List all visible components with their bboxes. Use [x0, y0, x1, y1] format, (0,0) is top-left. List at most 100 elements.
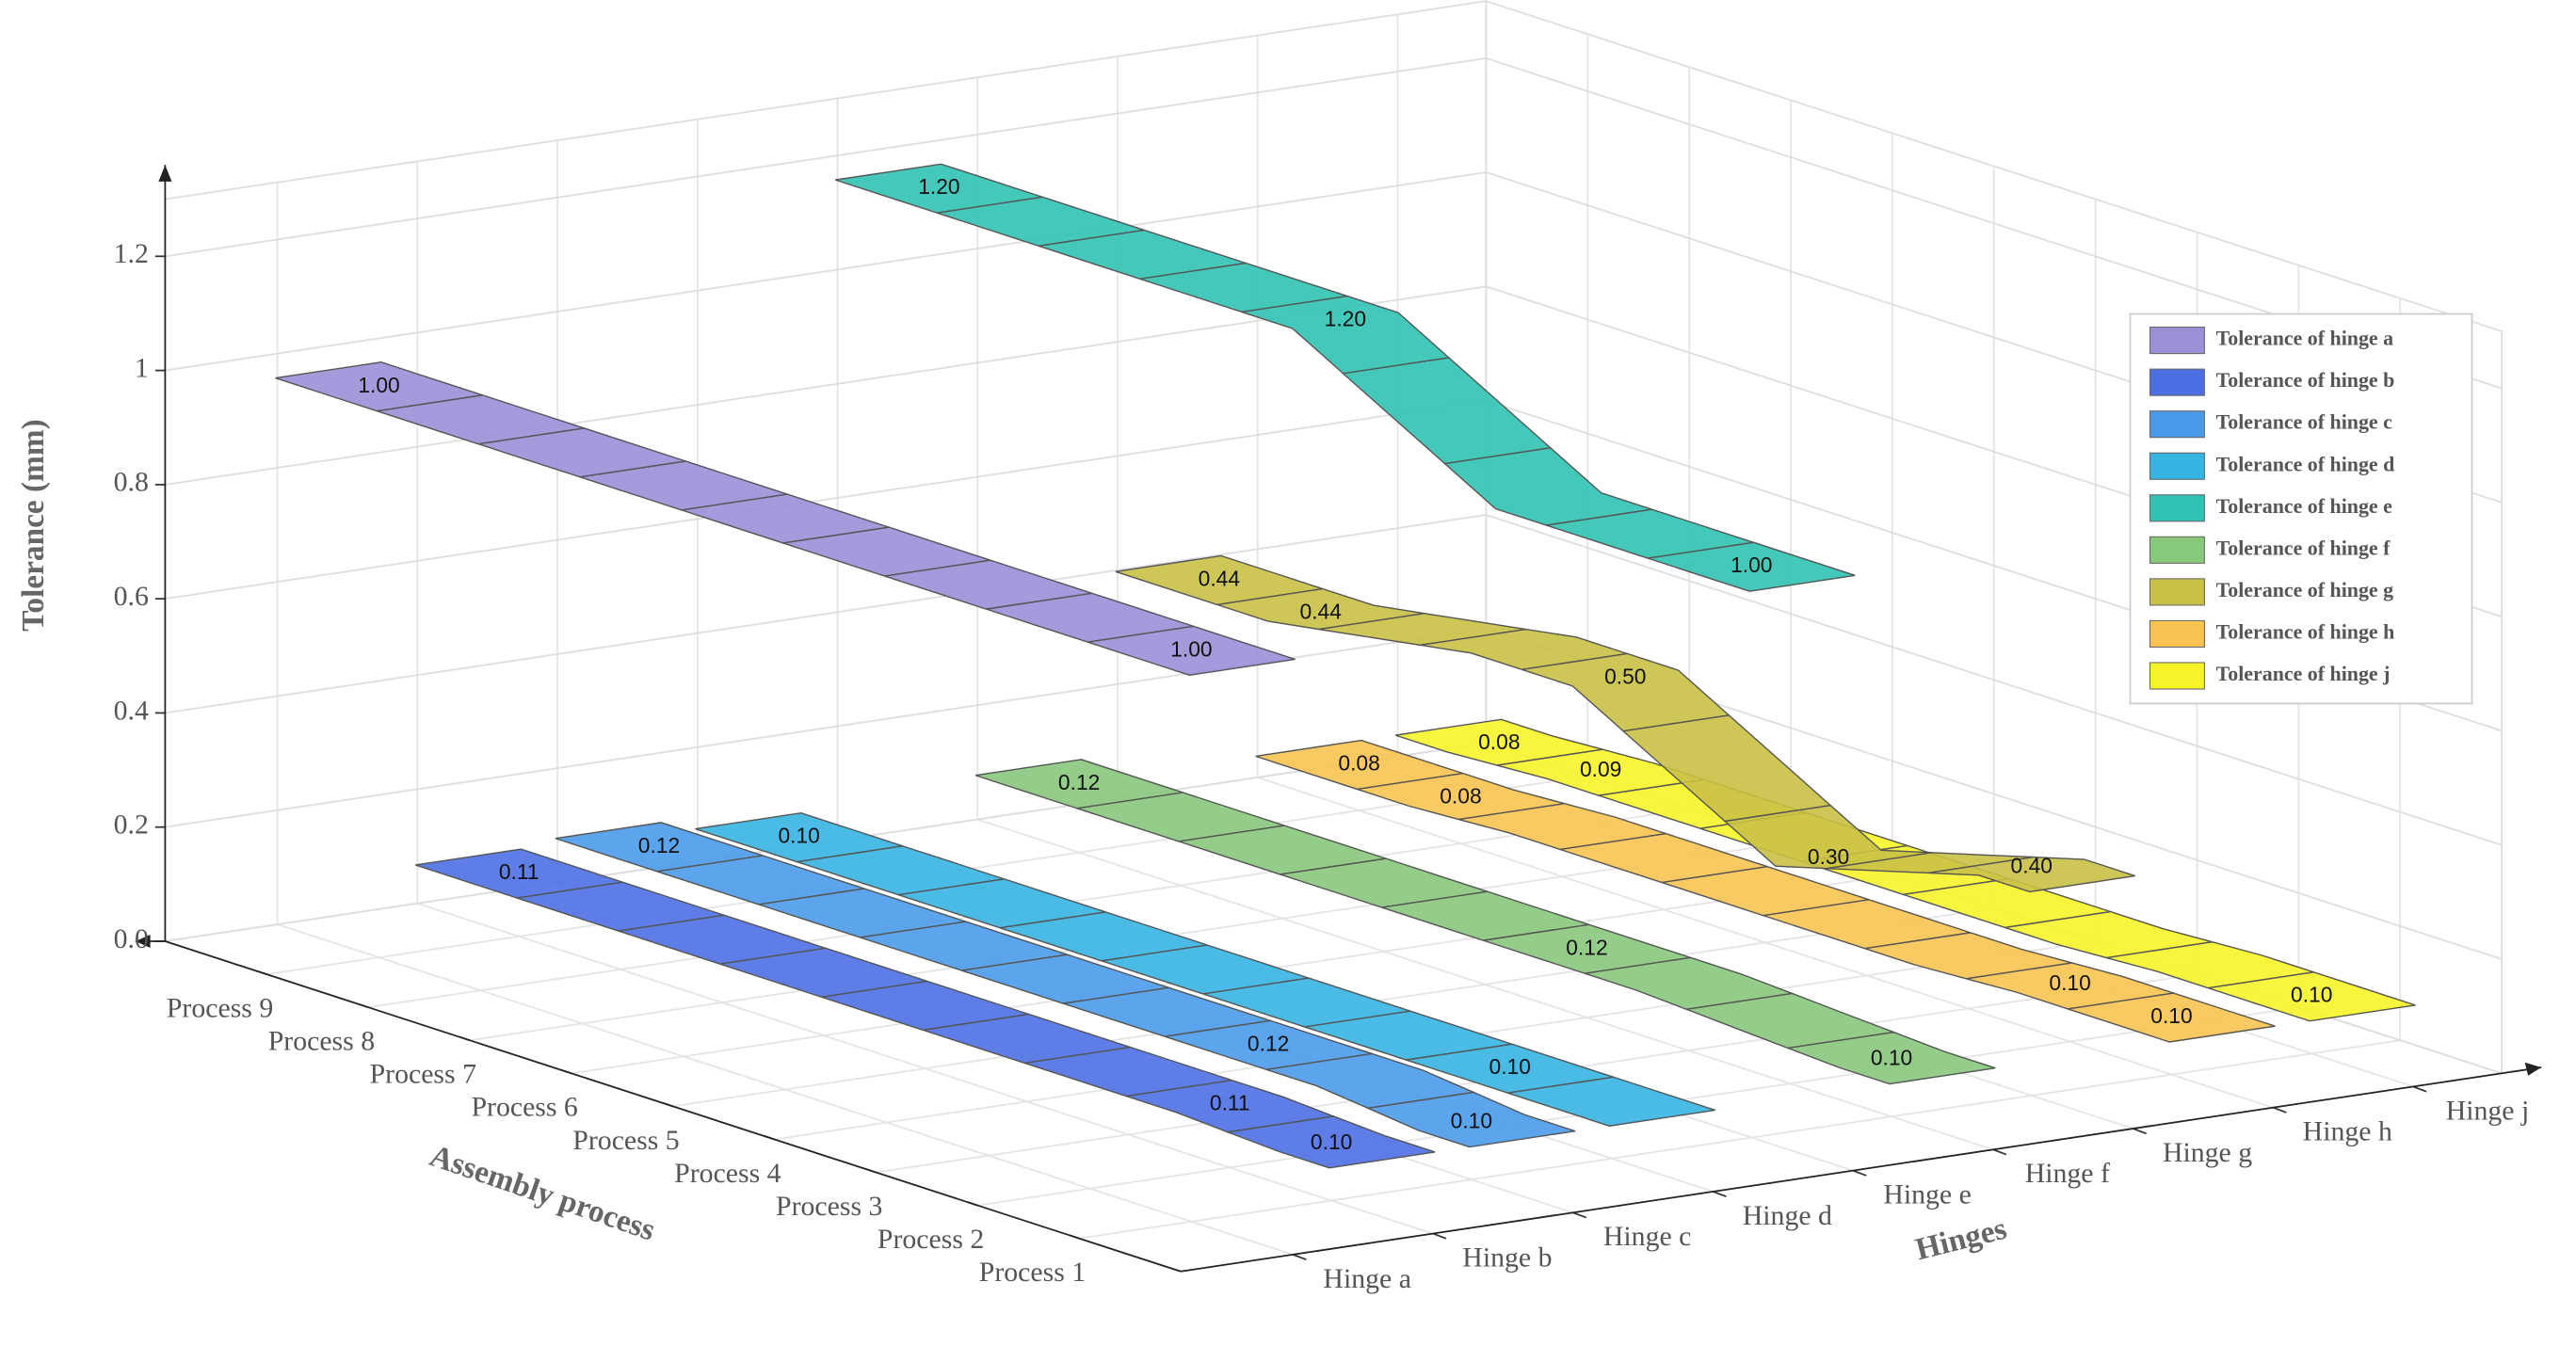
legend-swatch	[2149, 619, 2205, 648]
value-label: 0.44	[1199, 567, 1241, 591]
y-tick-label: 0.0	[114, 923, 149, 954]
legend-label: Tolerance of hinge b	[2216, 368, 2395, 392]
legend-label: Tolerance of hinge f	[2216, 536, 2391, 559]
legend-swatch	[2149, 662, 2205, 690]
legend-label: Tolerance of hinge e	[2216, 494, 2392, 518]
z-tick	[1432, 1232, 1447, 1240]
value-label: 0.08	[1478, 729, 1520, 754]
value-label: 0.11	[1210, 1091, 1250, 1115]
x-tick-label: Process 8	[268, 1026, 375, 1057]
z-tick	[2133, 1128, 2147, 1135]
y-tick-label: 1.2	[114, 238, 149, 269]
ribbon-cell	[1785, 1031, 1996, 1085]
x-tick-label: Process 6	[471, 1092, 577, 1123]
z-axis-arrow	[2524, 1062, 2542, 1076]
value-label: 0.12	[638, 833, 680, 857]
legend-label: Tolerance of hinge a	[2216, 327, 2393, 350]
legend-swatch	[2149, 368, 2205, 396]
value-label: 0.44	[1300, 600, 1343, 624]
value-label: 0.12	[1058, 770, 1100, 794]
x-tick-label: Process 1	[979, 1257, 1086, 1288]
ribbon-cell	[1507, 1076, 1715, 1127]
legend: Tolerance of hinge a Tolerance of hinge b…	[2129, 312, 2473, 705]
y-tick-label: 0.6	[114, 581, 149, 612]
z-tick	[2273, 1106, 2287, 1114]
grid-line	[165, 514, 2503, 846]
ribbon-cell	[2208, 971, 2416, 1022]
z-tick-label: Hinge e	[1883, 1179, 1972, 1210]
value-label: 1.00	[358, 373, 399, 397]
value-label: 0.11	[499, 859, 539, 884]
z-tick-label: Hinge g	[2163, 1137, 2252, 1168]
legend-label: Tolerance of hinge d	[2216, 452, 2395, 475]
value-label: 0.30	[1808, 844, 1849, 869]
z-tick-label: Hinge a	[1323, 1263, 1410, 1294]
z-tick-label: Hinge j	[2446, 1095, 2530, 1126]
z-tick	[2412, 1085, 2427, 1093]
value-label: 0.10	[2150, 1003, 2192, 1028]
y-axis-arrow	[158, 165, 172, 182]
y-tick-label: 0.4	[114, 695, 149, 726]
z-tick-label: Hinge d	[1743, 1200, 1832, 1231]
value-label: 0.10	[2291, 983, 2332, 1007]
z-tick-label: Hinge f	[2025, 1158, 2110, 1189]
z-axis	[1180, 1066, 2542, 1273]
z-tick	[1852, 1169, 1867, 1177]
legend-swatch	[2149, 327, 2205, 355]
x-tick-label: Process 2	[877, 1224, 984, 1255]
z-tick	[1992, 1148, 2007, 1156]
value-label: 1.20	[1325, 307, 1366, 331]
value-label: 0.09	[1580, 757, 1621, 781]
z-tick	[1572, 1211, 1587, 1219]
z-tick-label: Hinge h	[2303, 1116, 2392, 1147]
value-label: 0.10	[1489, 1054, 1531, 1079]
value-label: 0.50	[1604, 664, 1646, 688]
value-label: 0.10	[1871, 1046, 1912, 1070]
x-tick-label: Process 4	[674, 1158, 781, 1189]
x-axis	[165, 940, 1182, 1273]
value-label: 0.08	[1338, 751, 1379, 776]
legend-swatch	[2149, 410, 2205, 439]
value-label: 1.20	[918, 174, 959, 199]
value-label: 0.40	[2011, 853, 2053, 877]
x-tick-label: Process 7	[370, 1059, 476, 1090]
value-label: 0.08	[1440, 784, 1481, 809]
value-label: 0.10	[1311, 1130, 1352, 1154]
z-tick	[1292, 1254, 1307, 1260]
ribbon-cell	[1648, 541, 1856, 592]
value-label: 0.10	[1451, 1109, 1492, 1133]
ribbons: 0.08 0.09 0.10 0.08 0.08 0.10 0.10 0.44 0.44 0.50…	[275, 163, 2416, 1169]
legend-label: Tolerance of hinge j	[2216, 662, 2391, 685]
x-tick-label: Process 5	[572, 1125, 679, 1156]
value-label: 1.00	[1170, 636, 1212, 661]
legend-swatch	[2149, 578, 2205, 606]
ribbon-cell	[1087, 625, 1296, 676]
ribbon-cell	[1365, 1091, 1576, 1148]
legend-swatch	[2149, 452, 2205, 480]
legend-swatch	[2149, 536, 2205, 564]
y-axis-title: Tolerance (mm)	[16, 419, 51, 631]
x-tick-label: Process 3	[776, 1191, 882, 1222]
ribbon-cell	[1225, 1115, 1436, 1169]
grid-line	[165, 56, 2503, 390]
legend-swatch	[2149, 494, 2205, 522]
legend-label: Tolerance of hinge h	[2216, 619, 2395, 643]
z-tick-label: Hinge c	[1603, 1221, 1692, 1252]
y-tick-label: 0.8	[114, 467, 149, 498]
y-tick-label: 1	[135, 352, 149, 383]
y-tick-label: 0.2	[114, 809, 149, 841]
x-tick-label: Process 9	[167, 993, 273, 1024]
value-label: 0.12	[1566, 935, 1607, 959]
value-label: 0.10	[778, 824, 819, 848]
legend-label: Tolerance of hinge g	[2216, 578, 2393, 601]
x-axis-arrow	[135, 934, 151, 949]
value-label: 1.00	[1731, 553, 1772, 577]
z-tick-label: Hinge b	[1462, 1242, 1552, 1273]
value-label: 0.12	[1248, 1031, 1289, 1055]
value-label: 0.10	[2049, 970, 2090, 995]
z-tick	[1713, 1191, 1727, 1198]
legend-label: Tolerance of hinge c	[2216, 410, 2392, 434]
ribbon-cell	[2068, 992, 2276, 1043]
